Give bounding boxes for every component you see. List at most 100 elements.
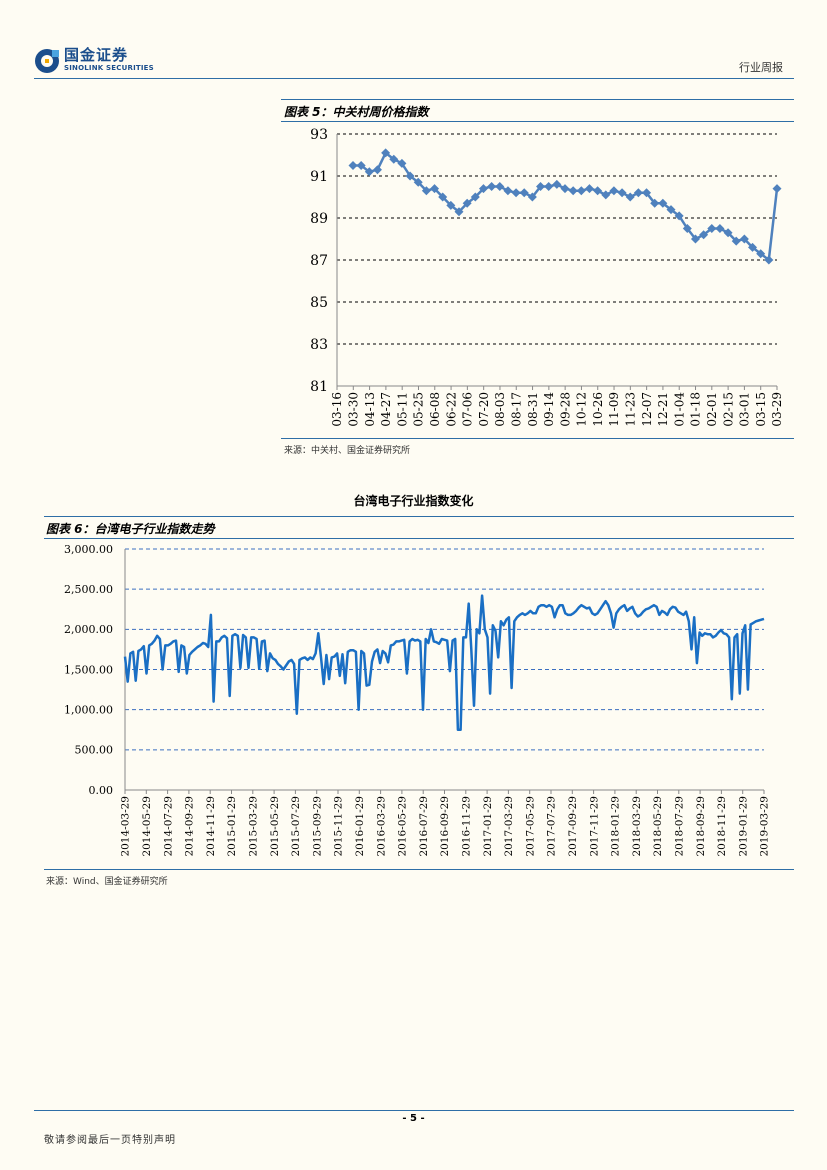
x-tick-label: 2015-01-29 [226, 796, 238, 857]
y-tick-label: 1,000.00 [64, 704, 113, 717]
data-point [650, 198, 660, 208]
x-tick-label: 2016-05-29 [397, 796, 409, 857]
x-tick-label: 2014-05-29 [141, 796, 153, 857]
data-point [519, 188, 529, 198]
header-rule [34, 78, 794, 79]
chart5-source: 来源：中关村、国金证券研究所 [284, 446, 411, 456]
x-tick-label: 2015-09-29 [311, 796, 323, 857]
series-line [353, 151, 779, 262]
data-point [356, 161, 366, 170]
data-point [658, 198, 668, 208]
x-tick-label: 2016-03-29 [375, 796, 387, 857]
x-tick-label: 11-23 [624, 392, 638, 427]
x-tick-label: 2017-03-29 [503, 796, 515, 857]
x-tick-label: 11-09 [607, 392, 621, 427]
x-tick-label: 07-06 [461, 392, 475, 427]
y-tick-label: 93 [310, 127, 328, 143]
x-tick-label: 09-14 [542, 392, 556, 427]
x-tick-label: 06-08 [428, 392, 442, 427]
data-point [576, 186, 586, 196]
data-point [487, 182, 497, 191]
data-point [584, 184, 594, 194]
y-tick-label: 91 [310, 169, 328, 185]
page-number: - 5 - [402, 1113, 425, 1124]
x-tick-label: 2014-03-29 [120, 796, 132, 857]
x-tick-label: 2018-03-29 [631, 796, 643, 857]
chart5-top-rule [281, 99, 794, 100]
data-point [642, 188, 652, 198]
data-point [568, 186, 578, 196]
x-tick-label: 2017-07-29 [546, 796, 558, 857]
x-tick-label: 2017-05-29 [524, 796, 536, 857]
x-tick-label: 2016-07-29 [418, 796, 430, 857]
data-point [666, 205, 676, 215]
data-point [682, 224, 692, 233]
data-point [617, 188, 627, 198]
x-tick-label: 01-04 [672, 392, 686, 427]
x-tick-label: 06-22 [444, 392, 458, 427]
x-tick-label: 03-01 [738, 392, 752, 427]
logo-chinese-name: 国金证券 [64, 46, 129, 64]
x-tick-label: 03-15 [754, 392, 768, 427]
data-point [756, 249, 766, 259]
x-tick-label: 2018-09-29 [695, 796, 707, 857]
x-tick-label: 2018-05-29 [652, 796, 664, 857]
data-point [405, 171, 415, 181]
data-point [764, 255, 774, 265]
data-point [601, 190, 611, 200]
data-point [430, 184, 440, 194]
x-tick-label: 08-17 [509, 392, 523, 427]
data-point [372, 165, 382, 175]
x-tick-label: 2018-01-29 [610, 796, 622, 857]
chart6-label-rule [44, 538, 794, 539]
data-point [454, 207, 464, 217]
x-tick-label: 2015-11-29 [333, 796, 345, 857]
report-type: 行业周报 [739, 61, 783, 74]
x-tick-label: 12-21 [656, 392, 670, 427]
x-tick-label: 02-01 [705, 392, 719, 427]
y-tick-label: 3,000.00 [64, 543, 113, 556]
data-point [462, 198, 472, 208]
x-tick-label: 12-07 [640, 392, 654, 427]
y-tick-label: 81 [310, 379, 328, 395]
data-point [748, 242, 758, 252]
data-point [690, 234, 700, 244]
data-point [731, 236, 741, 246]
x-tick-label: 2017-01-29 [482, 796, 494, 857]
x-tick-label: 2019-03-29 [759, 796, 771, 857]
y-tick-label: 85 [310, 295, 328, 311]
chart6-top-rule [44, 516, 794, 517]
x-tick-label: 08-03 [493, 392, 507, 427]
x-tick-label: 04-13 [363, 392, 377, 427]
data-point [707, 224, 717, 233]
data-point [699, 230, 709, 240]
y-tick-label: 83 [310, 337, 328, 353]
data-point [536, 182, 546, 191]
data-point [478, 184, 488, 194]
data-point [511, 188, 521, 198]
x-tick-label: 2014-11-29 [205, 796, 217, 857]
data-point [772, 184, 782, 194]
data-point [723, 228, 733, 238]
x-tick-label: 02-15 [721, 392, 735, 427]
series-line [123, 594, 765, 732]
y-tick-label: 2,500.00 [64, 583, 113, 596]
x-tick-label: 2017-11-29 [588, 796, 600, 857]
x-tick-label: 05-11 [395, 392, 409, 427]
data-point [495, 182, 505, 191]
y-tick-label: 87 [310, 253, 328, 269]
data-point [421, 186, 431, 196]
y-tick-label: 2,000.00 [64, 623, 113, 636]
data-point [715, 224, 725, 233]
x-tick-label: 10-26 [591, 392, 605, 427]
x-tick-label: 08-31 [526, 392, 540, 427]
data-point [527, 192, 537, 202]
y-tick-label: 89 [310, 211, 328, 227]
data-point [625, 192, 635, 202]
chart5-bottom-rule [281, 438, 794, 439]
x-tick-label: 2016-01-29 [354, 796, 366, 857]
chart6-source: 来源：Wind、国金证券研究所 [46, 877, 168, 887]
footer-rule [34, 1110, 794, 1111]
x-tick-label: 2017-09-29 [567, 796, 579, 857]
